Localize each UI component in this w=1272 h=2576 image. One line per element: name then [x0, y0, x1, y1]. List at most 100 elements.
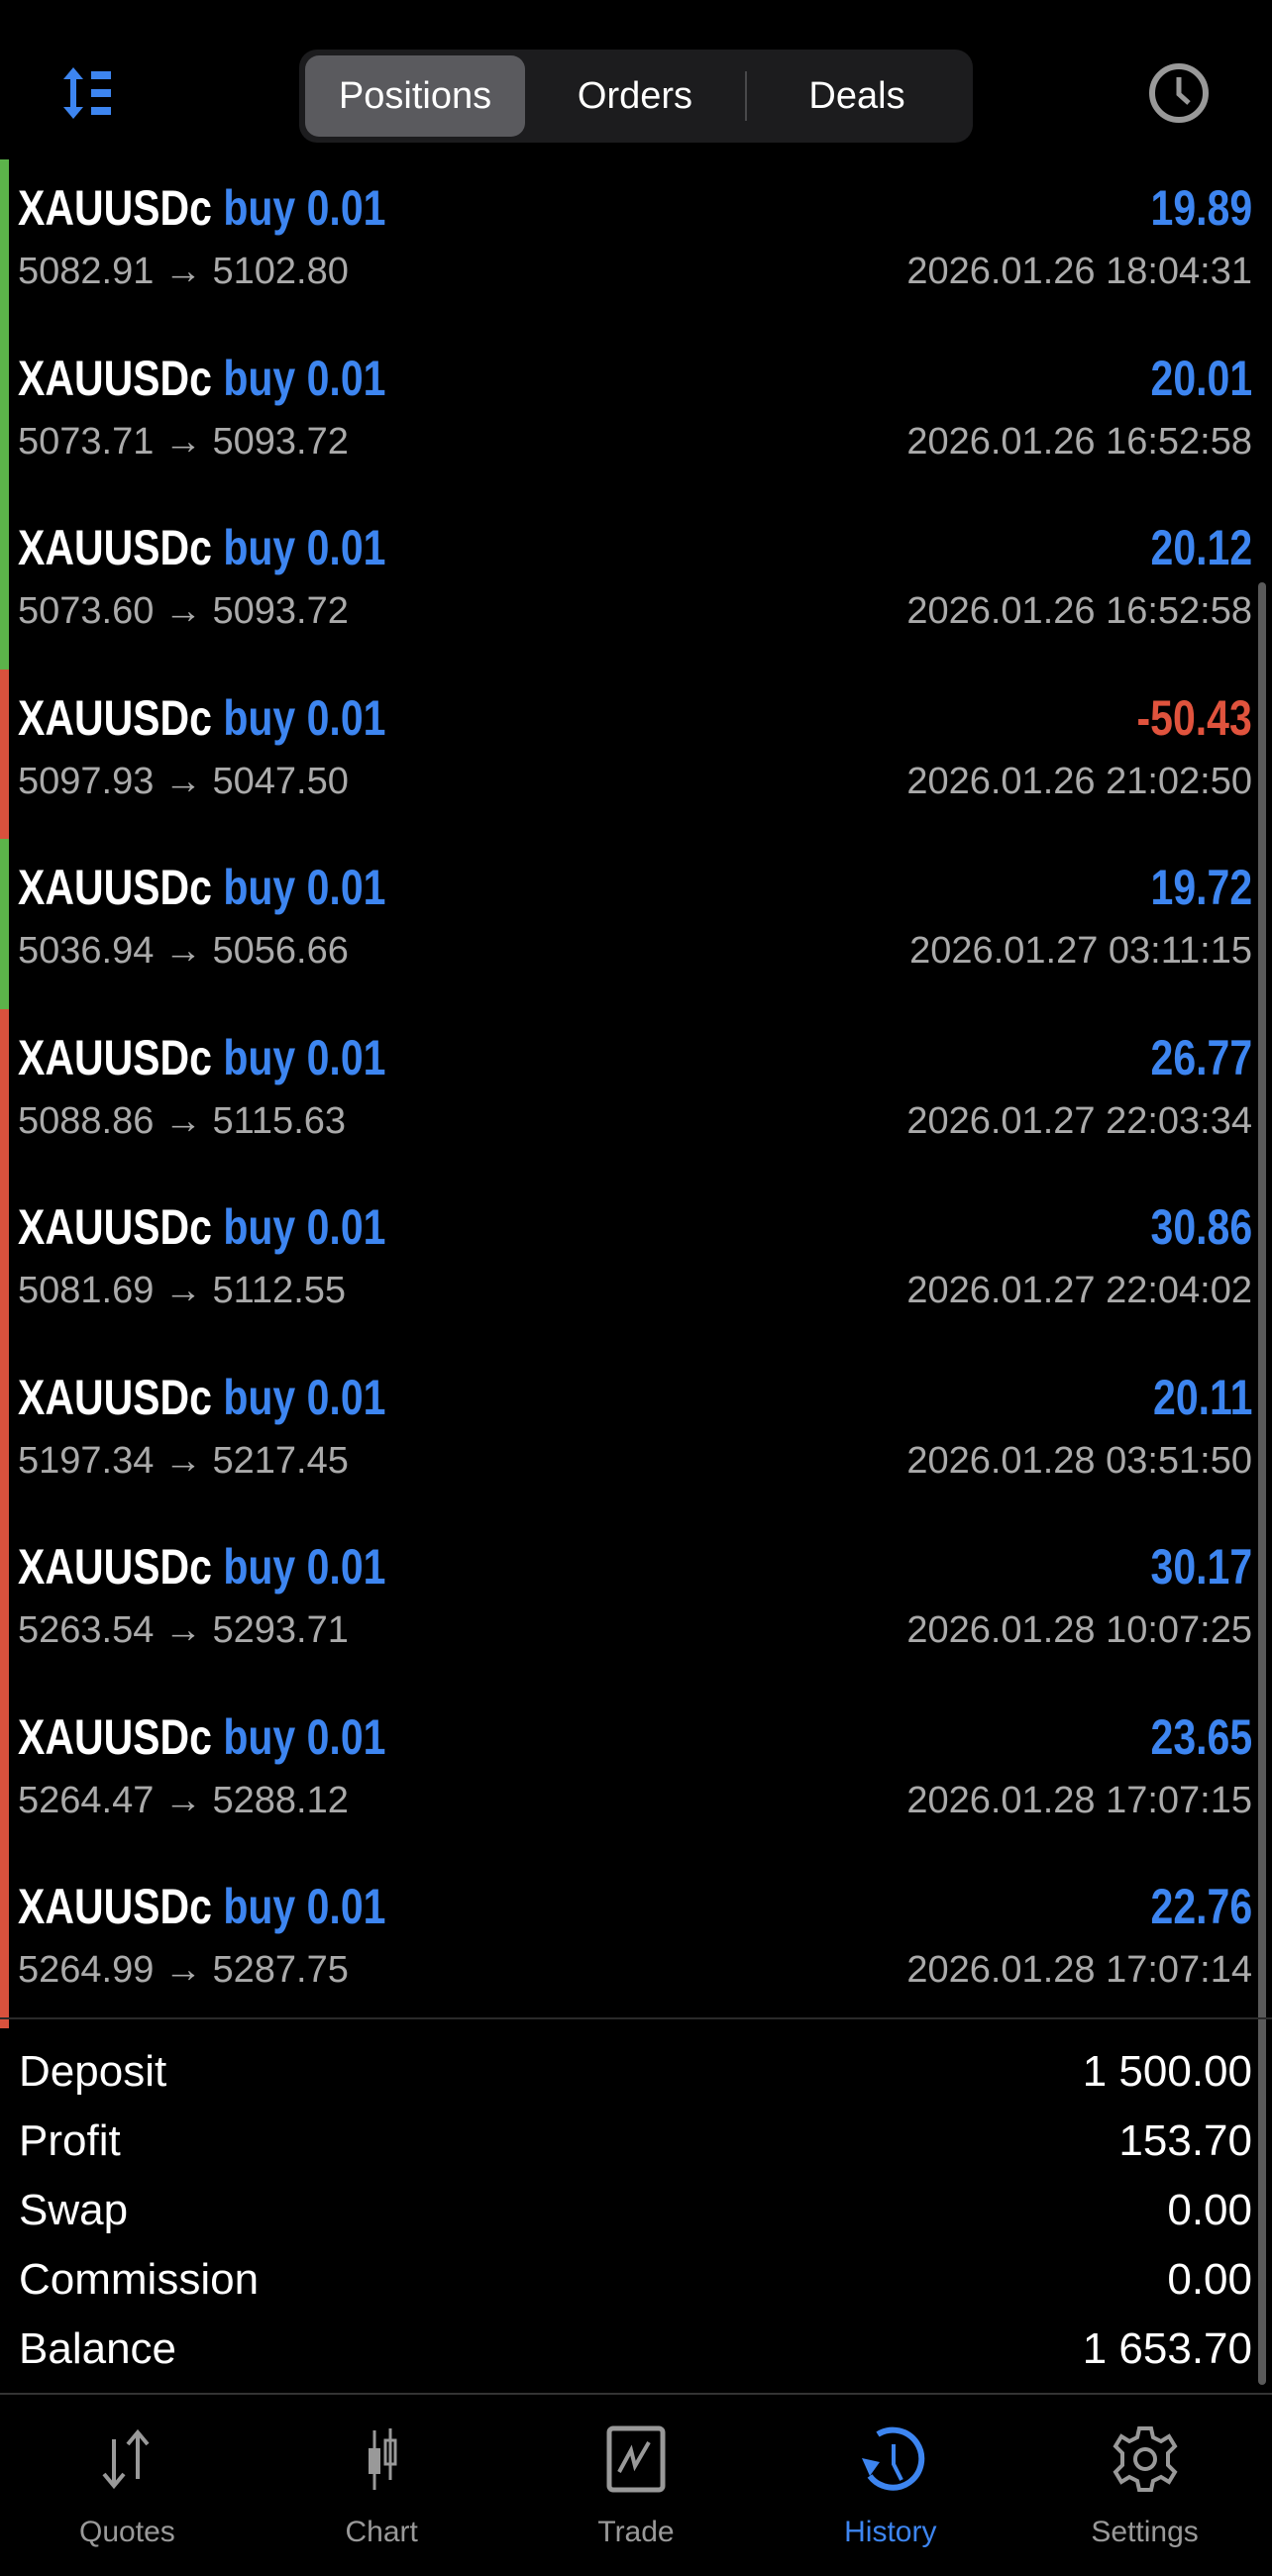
profit: 22.76 — [1150, 1879, 1252, 1934]
symbol: XAUUSDc — [18, 1199, 212, 1255]
account-summary: Deposit 1 500.00 Profit 153.70 Swap 0.00 Commi… — [0, 2017, 1272, 2384]
summary-commission: Commission 0.00 — [0, 2245, 1272, 2315]
tab-quotes[interactable]: Quotes — [0, 2395, 255, 2576]
price-range: 5088.86 → 5115.63 — [18, 1099, 347, 1142]
quotes-arrows-icon — [102, 2428, 150, 2490]
summary-value: 153.70 — [1118, 2116, 1252, 2165]
profit: -50.43 — [1136, 689, 1252, 746]
price-range: 5197.34 → 5217.45 — [18, 1439, 349, 1482]
summary-value: 0.00 — [1167, 2186, 1252, 2234]
symbol-line: XAUUSDc buy 0.01 — [18, 1369, 385, 1426]
price-range: 5264.47 → 5288.12 — [18, 1779, 349, 1821]
result-bar — [0, 329, 9, 499]
side-volume: buy 0.01 — [223, 1199, 386, 1255]
summary-deposit: Deposit 1 500.00 — [0, 2037, 1272, 2107]
summary-swap: Swap 0.00 — [0, 2176, 1272, 2245]
position-row[interactable]: XAUUSDc buy 0.01 30.17 5263.54 → 5293.71… — [0, 1518, 1272, 1689]
position-row[interactable]: XAUUSDc buy 0.01 23.65 5264.47 → 5288.12… — [0, 1688, 1272, 1858]
top-bar: Positions Orders Deals — [0, 0, 1272, 159]
close-time: 2026.01.28 17:07:15 — [906, 1779, 1252, 1821]
summary-value: 1 653.70 — [1082, 2324, 1252, 2373]
close-time: 2026.01.26 16:52:58 — [906, 590, 1252, 632]
side-volume: buy 0.01 — [223, 180, 386, 236]
side-volume: buy 0.01 — [223, 1029, 386, 1085]
summary-label: Swap — [19, 2186, 129, 2234]
price-range: 5073.60 → 5093.72 — [18, 590, 349, 632]
summary-label: Balance — [19, 2324, 177, 2373]
close-time: 2026.01.26 16:52:58 — [906, 420, 1252, 463]
result-bar — [0, 669, 9, 839]
symbol: XAUUSDc — [18, 180, 212, 236]
segmented-control: Positions Orders Deals — [299, 50, 973, 143]
tab-label: History — [844, 2516, 937, 2548]
candlestick-icon — [369, 2428, 397, 2490]
price-range: 5073.71 → 5093.72 — [18, 420, 349, 463]
symbol-line: XAUUSDc buy 0.01 — [18, 350, 385, 407]
result-bar — [0, 1008, 9, 1179]
symbol: XAUUSDc — [18, 860, 212, 915]
tab-label: Trade — [597, 2516, 675, 2548]
profit: 30.17 — [1150, 1539, 1252, 1595]
sort-icon[interactable] — [61, 65, 123, 121]
profit: 23.65 — [1150, 1708, 1252, 1765]
close-time: 2026.01.28 10:07:25 — [906, 1609, 1252, 1651]
clock-icon[interactable] — [1147, 61, 1211, 125]
close-time: 2026.01.26 18:04:31 — [906, 251, 1252, 292]
tab-positions[interactable]: Positions — [305, 55, 525, 137]
position-row[interactable]: XAUUSDc buy 0.01 19.72 5036.94 → 5056.66… — [0, 839, 1272, 1009]
tab-chart[interactable]: Chart — [255, 2395, 509, 2576]
symbol-line: XAUUSDc buy 0.01 — [18, 1198, 385, 1256]
trade-chart-icon — [606, 2425, 666, 2493]
side-volume: buy 0.01 — [223, 350, 386, 406]
side-volume: buy 0.01 — [223, 1539, 386, 1595]
position-row[interactable]: XAUUSDc buy 0.01 19.89 5082.91 → 5102.80… — [0, 159, 1272, 330]
profit: 20.12 — [1150, 520, 1252, 575]
result-bar — [0, 1179, 9, 1349]
symbol-line: XAUUSDc buy 0.01 — [18, 1708, 385, 1766]
summary-label: Deposit — [19, 2047, 167, 2096]
close-time: 2026.01.28 17:07:14 — [906, 1949, 1252, 1991]
symbol: XAUUSDc — [18, 1369, 212, 1425]
summary-value: 0.00 — [1167, 2255, 1252, 2304]
position-row[interactable]: XAUUSDc buy 0.01 26.77 5088.86 → 5115.63… — [0, 1008, 1272, 1179]
symbol-line: XAUUSDc buy 0.01 — [18, 519, 385, 576]
price-range: 5036.94 → 5056.66 — [18, 930, 349, 972]
profit: 26.77 — [1150, 1029, 1252, 1085]
position-row[interactable]: XAUUSDc buy 0.01 -50.43 5097.93 → 5047.5… — [0, 669, 1272, 839]
tab-orders[interactable]: Orders — [577, 74, 693, 117]
symbol: XAUUSDc — [18, 520, 212, 575]
tab-trade[interactable]: Trade — [509, 2395, 764, 2576]
side-volume: buy 0.01 — [223, 1369, 386, 1425]
scrollbar[interactable] — [1258, 582, 1266, 2385]
position-row[interactable]: XAUUSDc buy 0.01 30.86 5081.69 → 5112.55… — [0, 1179, 1272, 1349]
tab-label: Quotes — [79, 2516, 175, 2548]
position-row[interactable]: XAUUSDc buy 0.01 20.12 5073.60 → 5093.72… — [0, 499, 1272, 670]
symbol-line: XAUUSDc buy 0.01 — [18, 179, 385, 237]
bottom-tab-bar: Quotes Chart Trade History Settings — [0, 2393, 1272, 2576]
close-time: 2026.01.28 03:51:50 — [906, 1439, 1252, 1482]
gear-icon — [1113, 2426, 1178, 2492]
side-volume: buy 0.01 — [223, 860, 386, 915]
history-icon — [861, 2426, 925, 2491]
position-row[interactable]: XAUUSDc buy 0.01 22.76 5264.99 → 5287.75… — [0, 1858, 1272, 2028]
result-bar — [0, 839, 9, 1009]
profit: 30.86 — [1150, 1199, 1252, 1255]
symbol-line: XAUUSDc buy 0.01 — [18, 1878, 385, 1935]
symbol: XAUUSDc — [18, 689, 212, 746]
summary-label: Commission — [19, 2255, 260, 2304]
tab-settings[interactable]: Settings — [1017, 2395, 1272, 2576]
symbol: XAUUSDc — [18, 1708, 212, 1765]
price-range: 5097.93 → 5047.50 — [18, 760, 349, 802]
symbol-line: XAUUSDc buy 0.01 — [18, 1538, 385, 1596]
tab-history[interactable]: History — [763, 2395, 1017, 2576]
position-row[interactable]: XAUUSDc buy 0.01 20.11 5197.34 → 5217.45… — [0, 1348, 1272, 1518]
profit: 19.72 — [1150, 860, 1252, 915]
result-bar — [0, 1858, 9, 2028]
close-time: 2026.01.26 21:02:50 — [906, 760, 1252, 802]
summary-balance: Balance 1 653.70 — [0, 2315, 1272, 2384]
position-row[interactable]: XAUUSDc buy 0.01 20.01 5073.71 → 5093.72… — [0, 329, 1272, 499]
tab-deals[interactable]: Deals — [808, 74, 905, 117]
result-bar — [0, 1348, 9, 1518]
profit: 20.01 — [1150, 350, 1252, 406]
side-volume: buy 0.01 — [223, 689, 386, 746]
